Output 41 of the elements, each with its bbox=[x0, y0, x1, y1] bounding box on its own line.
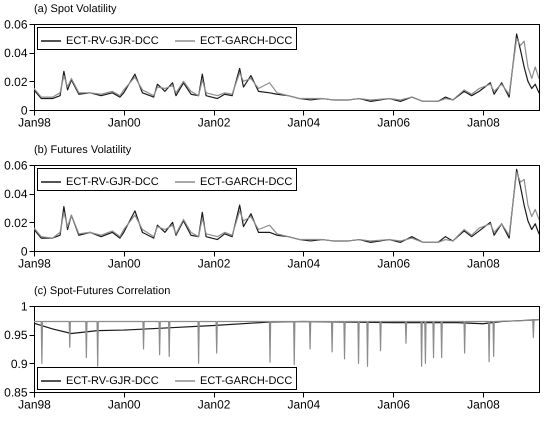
y-tick-label: 0 bbox=[20, 104, 28, 118]
x-tick-label: Jan04 bbox=[287, 116, 321, 130]
legend-label: ECT-RV-GJR-DCC bbox=[66, 35, 159, 47]
x-tick-label: Jan04 bbox=[287, 256, 321, 270]
y-tick-label: 1 bbox=[20, 300, 28, 314]
y-tick-label: 0 bbox=[20, 244, 28, 258]
x-tick-label: Jan08 bbox=[467, 116, 500, 130]
legend-label: ECT-RV-GJR-DCC bbox=[66, 375, 159, 387]
legend-label: ECT-RV-GJR-DCC bbox=[66, 176, 159, 188]
y-tick-label: 0.02 bbox=[4, 216, 28, 230]
line-series bbox=[34, 319, 539, 367]
y-tick-label: 0.95 bbox=[4, 328, 28, 342]
x-tick-label: Jan98 bbox=[18, 116, 52, 130]
y-tick-label: 0.85 bbox=[4, 386, 28, 400]
x-tick-label: Jan00 bbox=[108, 116, 141, 130]
y-tick-label: 0.04 bbox=[4, 187, 28, 202]
x-tick-label: Jan02 bbox=[198, 398, 231, 412]
y-tick-label: 0.06 bbox=[4, 158, 28, 172]
chart-title: (a) Spot Volatility bbox=[34, 3, 118, 15]
x-tick-label: Jan06 bbox=[377, 256, 410, 270]
line-series bbox=[34, 319, 539, 334]
y-tick-label: 0.02 bbox=[4, 74, 28, 89]
x-tick-label: Jan02 bbox=[198, 256, 231, 270]
legend-label: ECT-GARCH-DCC bbox=[200, 35, 292, 47]
legend-label: ECT-GARCH-DCC bbox=[200, 375, 292, 387]
chart-title: (c) Spot-Futures Correlation bbox=[34, 285, 170, 297]
x-tick-label: Jan08 bbox=[467, 256, 500, 270]
legend-label: ECT-GARCH-DCC bbox=[200, 176, 292, 188]
chart-title: (b) Futures Volatility bbox=[34, 144, 132, 156]
y-tick-label: 0.9 bbox=[10, 356, 28, 371]
x-tick-label: Jan00 bbox=[108, 256, 141, 270]
x-tick-label: Jan02 bbox=[198, 116, 231, 130]
x-tick-label: Jan98 bbox=[18, 256, 52, 270]
x-tick-label: Jan08 bbox=[467, 398, 500, 412]
y-tick-label: 0.04 bbox=[4, 46, 28, 60]
x-tick-label: Jan00 bbox=[108, 398, 141, 412]
y-tick-label: 0.06 bbox=[4, 18, 28, 32]
x-tick-label: Jan04 bbox=[287, 398, 321, 412]
x-tick-label: Jan06 bbox=[377, 116, 410, 130]
x-tick-label: Jan06 bbox=[377, 398, 410, 412]
x-tick-label: Jan98 bbox=[18, 398, 52, 412]
